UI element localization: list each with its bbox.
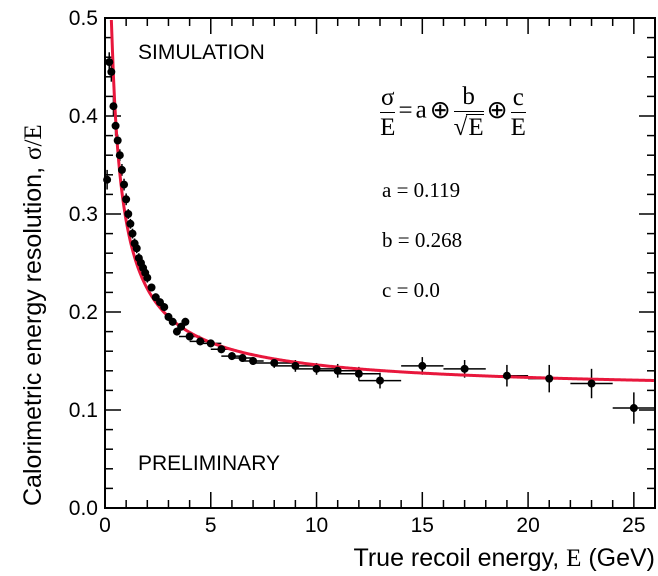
data-point	[418, 361, 427, 370]
formula-term-a: a	[415, 96, 427, 124]
data-point	[333, 366, 342, 375]
y-tick-label: 0.2	[69, 301, 98, 324]
formula-b-numerator: b	[453, 84, 484, 112]
formula-lhs-numerator: σ	[380, 83, 396, 113]
data-point	[160, 303, 169, 312]
data-point	[122, 195, 131, 204]
formula-b-denominator: E	[466, 114, 484, 141]
data-point	[629, 404, 638, 413]
data-point	[206, 339, 215, 348]
data-points	[103, 58, 638, 413]
data-point	[120, 180, 129, 189]
x-tick-label: 5	[205, 514, 217, 537]
sqrt-icon: √	[453, 114, 468, 141]
x-tick-label: 0	[99, 514, 111, 537]
data-point	[168, 317, 177, 326]
data-point	[111, 121, 120, 130]
data-point	[126, 219, 135, 228]
y-tick-label: 0.3	[69, 203, 98, 226]
y-axis-label: Calorimetric energy resolution, σ/E	[19, 124, 47, 506]
data-point	[124, 210, 133, 218]
data-point	[249, 357, 258, 365]
data-point	[128, 229, 137, 238]
data-point	[270, 358, 279, 367]
data-point	[460, 364, 469, 373]
data-point	[113, 136, 122, 145]
param-b-label: b = 0.268	[382, 228, 463, 252]
data-point	[147, 283, 156, 292]
x-axis-label: True recoil energy, E (GeV)	[354, 544, 656, 571]
data-point	[238, 354, 247, 363]
y-tick-label: 0.5	[69, 7, 98, 30]
param-a-label: a = 0.119	[382, 178, 461, 202]
data-point	[105, 58, 114, 67]
data-point	[143, 273, 152, 282]
data-point	[117, 165, 126, 174]
data-point	[217, 345, 226, 354]
data-point	[227, 352, 236, 361]
data-point	[291, 361, 300, 370]
formula-oplus-2: ⊕	[486, 96, 508, 124]
data-point	[376, 376, 384, 385]
data-point	[196, 337, 205, 346]
data-point	[545, 374, 554, 383]
data-point	[354, 369, 363, 378]
param-c-label: c = 0.0	[382, 278, 440, 302]
data-point	[502, 371, 511, 380]
y-tick-label: 0.4	[69, 105, 99, 128]
data-point	[109, 102, 118, 111]
formula-equals: =	[398, 96, 413, 124]
data-point	[312, 364, 321, 373]
data-point	[115, 151, 124, 160]
data-point	[103, 175, 112, 184]
preliminary-label: PRELIMINARY	[138, 452, 280, 475]
resolution-formula: σ E = a ⊕ b √E ⊕ c E	[380, 84, 526, 140]
data-point	[107, 67, 116, 76]
formula-c-denominator: E	[510, 113, 526, 141]
formula-c-numerator: c	[510, 85, 526, 113]
x-tick-label: 25	[622, 514, 645, 537]
tick-marks	[104, 17, 656, 509]
tick-labels: 0 5 10 15 20 25 0.0 0.1 0.2 0.3 0.4 0.5	[69, 7, 646, 537]
x-tick-label: 20	[516, 514, 539, 537]
formula-oplus-1: ⊕	[429, 96, 451, 124]
data-point	[185, 332, 194, 341]
data-point	[587, 379, 596, 388]
data-point	[181, 317, 190, 326]
simulation-label: SIMULATION	[138, 41, 265, 64]
y-tick-label: 0.1	[69, 399, 98, 422]
x-tick-label: 10	[305, 514, 328, 537]
x-tick-label: 15	[411, 514, 434, 537]
y-tick-label: 0.0	[69, 497, 98, 520]
data-point	[132, 244, 141, 253]
formula-lhs-denominator: E	[380, 113, 396, 141]
